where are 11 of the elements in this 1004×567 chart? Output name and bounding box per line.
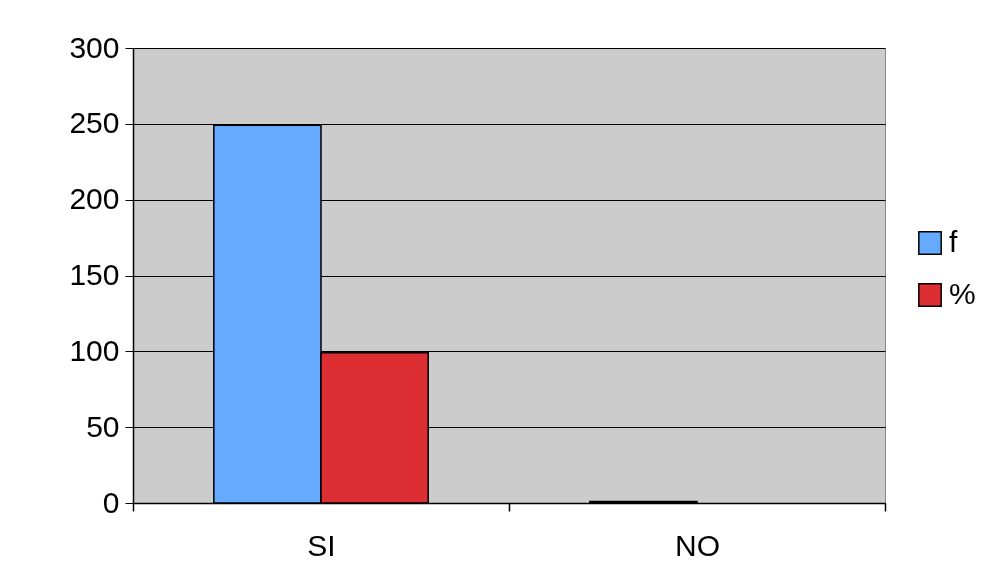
y-tick-label: 200 — [69, 182, 120, 216]
x-tick-label: SI — [307, 528, 336, 562]
x-tick-label: NO — [675, 528, 720, 562]
y-tick-label: 50 — [86, 409, 120, 443]
legend-label: % — [949, 277, 976, 310]
y-tick-label: 300 — [69, 30, 120, 64]
legend-label: f — [949, 225, 958, 258]
y-tick-label: 100 — [69, 333, 120, 367]
y-tick-label: 150 — [69, 258, 120, 291]
y-tick-label: 250 — [69, 106, 120, 140]
y-tick-label: 0 — [102, 485, 120, 519]
